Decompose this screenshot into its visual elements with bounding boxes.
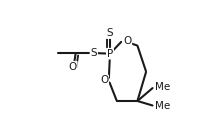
Text: P: P: [107, 49, 113, 59]
Text: O: O: [100, 75, 108, 85]
Text: O: O: [123, 36, 131, 46]
Text: Me: Me: [155, 101, 170, 111]
Text: O: O: [68, 62, 77, 72]
Text: S: S: [107, 28, 113, 38]
Text: S: S: [90, 48, 97, 58]
Text: Me: Me: [155, 82, 170, 92]
